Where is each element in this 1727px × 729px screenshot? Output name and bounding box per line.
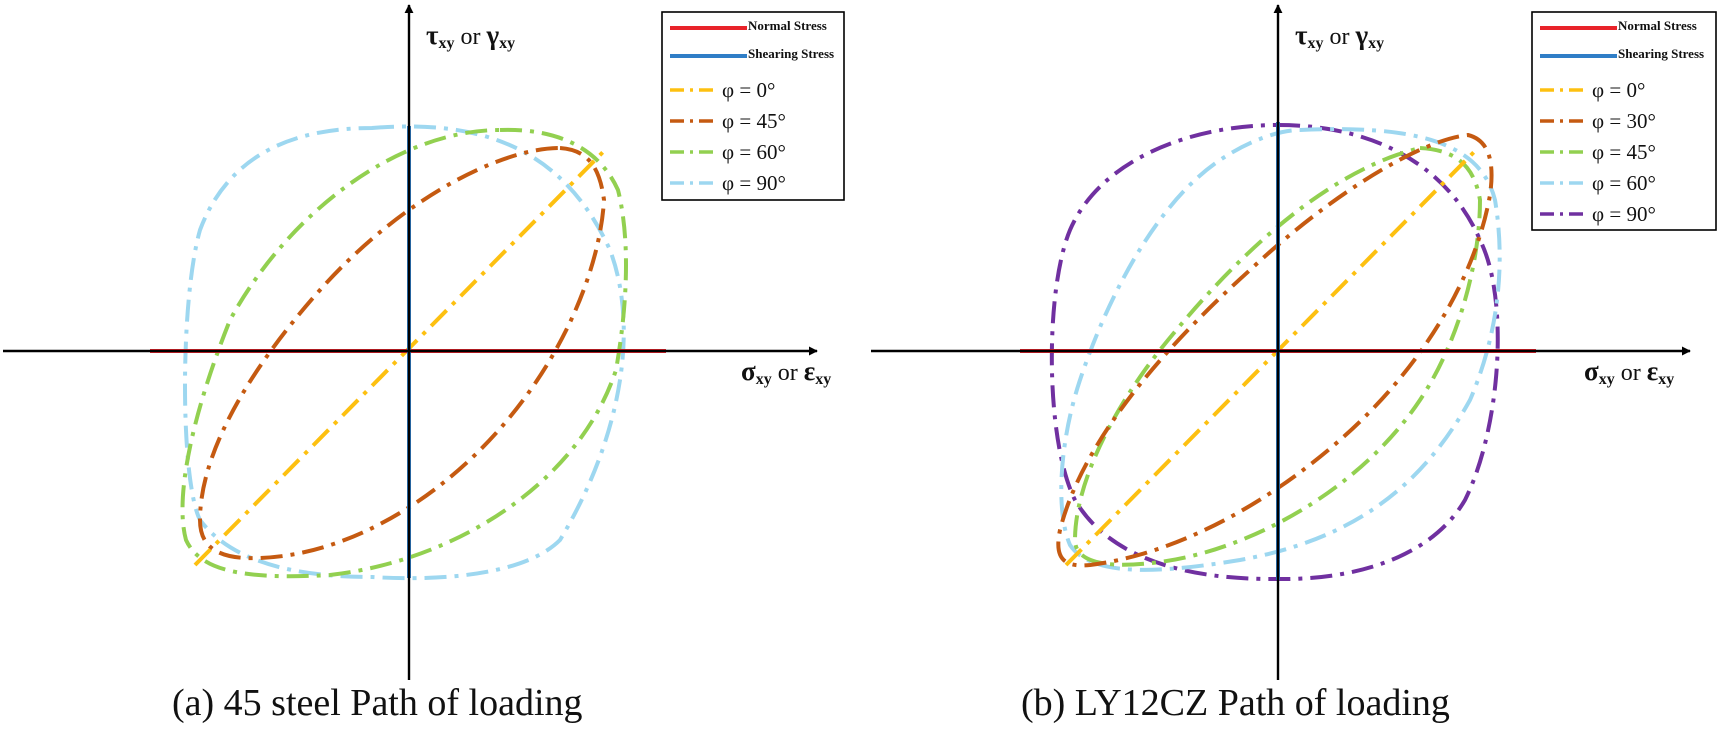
panel-a-legend-label-5: φ = 90° [722, 171, 786, 195]
panel-b: τxy or γxy σxy or εxy Normal Stress Shear… [871, 4, 1717, 724]
panel-a-legend-label-3: φ = 45° [722, 109, 786, 133]
panel-b-legend-label-5: φ = 60° [1592, 171, 1656, 195]
panel-a: τxy or γxy σxy or εxy Normal Stress Shear… [3, 4, 845, 724]
panel-a-legend: Normal Stress Shearing Stress φ = 0° φ = 45… [661, 11, 845, 201]
panel-a-curve-phi-0 [193, 148, 607, 567]
panel-b-legend-label-3: φ = 30° [1592, 109, 1656, 133]
panel-a-x-axis-label: σxy or εxy [741, 356, 831, 388]
panel-a-legend-label-4: φ = 60° [722, 140, 786, 164]
panel-b-curve-phi-30 [1056, 132, 1494, 568]
panel-b-legend-label-4: φ = 45° [1592, 140, 1656, 164]
panel-b-caption: (b) LY12CZ Path of loading [1021, 682, 1450, 724]
panel-a-curve-phi-60 [180, 127, 628, 579]
panel-b-legend-label-6: φ = 90° [1592, 202, 1656, 226]
panel-b-curve-phi-0 [1064, 148, 1478, 567]
panel-a-y-axis-label: τxy or γxy [426, 20, 515, 52]
panel-a-legend-box [661, 11, 845, 201]
panel-b-y-axis-label: τxy or γxy [1295, 20, 1384, 52]
panel-b-legend-entries: Normal Stress Shearing Stress φ = 0° φ = 30… [1540, 18, 1704, 226]
panel-a-legend-label-0: Normal Stress [748, 18, 827, 33]
panel-b-legend-label-0: Normal Stress [1618, 18, 1697, 33]
panel-a-curve-phi-90 [183, 124, 626, 581]
panel-a-curve-phi-45 [197, 145, 607, 561]
panel-b-legend-label-2: φ = 0° [1592, 78, 1645, 102]
panel-b-x-axis-label: σxy or εxy [1584, 356, 1674, 388]
panel-a-legend-entries: Normal Stress Shearing Stress φ = 0° φ = 45… [670, 18, 834, 195]
panel-b-legend-label-1: Shearing Stress [1618, 46, 1704, 61]
panel-a-legend-label-1: Shearing Stress [748, 46, 834, 61]
panel-a-caption: (a) 45 steel Path of loading [172, 682, 583, 724]
panel-b-legend: Normal Stress Shearing Stress φ = 0° φ = 30… [1531, 11, 1717, 231]
panel-b-curve-phi-60 [1059, 127, 1502, 572]
panel-a-curves [180, 124, 628, 581]
panel-a-legend-label-2: φ = 0° [722, 78, 775, 102]
